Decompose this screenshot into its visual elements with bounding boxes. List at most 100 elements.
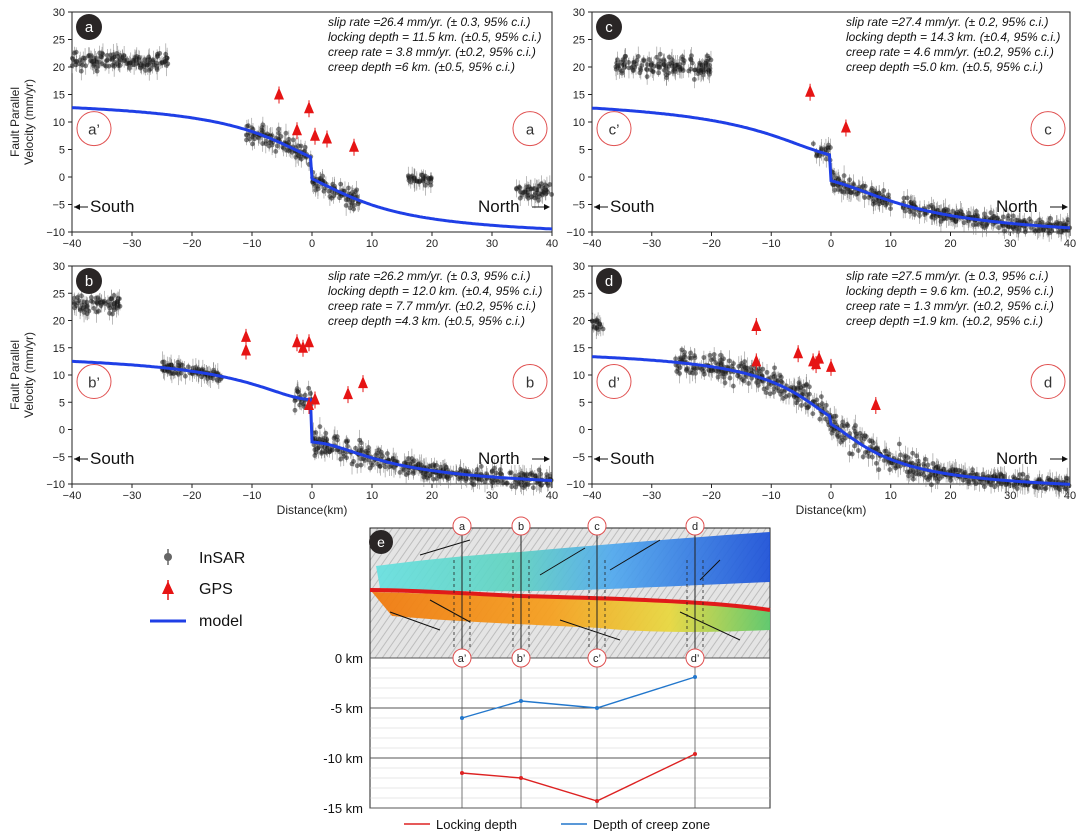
insar-point <box>382 464 388 470</box>
insar-point <box>648 67 654 73</box>
insar-point <box>536 197 541 203</box>
insar-point <box>776 388 781 394</box>
panel-badge <box>596 14 622 40</box>
insar-point <box>910 461 915 466</box>
insar-point <box>929 482 934 488</box>
model-line <box>72 359 553 482</box>
insar-point <box>721 374 727 380</box>
locking-depth-point <box>595 799 599 803</box>
x-tick-label: −40 <box>583 490 602 502</box>
insar-point <box>917 213 922 218</box>
insar-point <box>81 299 87 305</box>
insar-point <box>872 200 878 206</box>
x-axis-label: Distance(km) <box>796 503 867 517</box>
insar-point <box>823 402 829 408</box>
insar-point <box>974 471 980 477</box>
insar-point <box>849 451 855 457</box>
insar-point <box>823 416 828 422</box>
insar-point <box>298 156 304 162</box>
insar-point <box>84 303 90 309</box>
x-tick-label: 10 <box>885 490 897 502</box>
insar-point <box>631 59 637 65</box>
map-profile-top-label: d <box>692 521 698 533</box>
gps-point <box>805 84 816 97</box>
insar-point <box>541 190 547 196</box>
insar-point <box>589 318 595 324</box>
insar-point <box>117 63 123 68</box>
insar-point <box>1056 486 1062 491</box>
legend-gps-label: GPS <box>199 581 233 598</box>
y-tick-label: 5 <box>579 397 585 409</box>
insar-point <box>803 382 809 388</box>
insar-point <box>329 195 334 201</box>
insar-point <box>694 365 700 371</box>
insar-point <box>676 64 682 70</box>
insar-point <box>199 374 204 380</box>
insar-point <box>315 183 321 189</box>
insar-point <box>910 450 916 456</box>
y-axis-label-line1: Fault Parallel <box>8 87 22 157</box>
insar-point <box>1028 219 1034 225</box>
insar-point <box>146 54 152 60</box>
insar-point <box>793 400 799 406</box>
insar-point <box>682 354 688 360</box>
model-annotation: locking depth = 11.5 km. (±0.5, 95% c.i.… <box>328 30 541 44</box>
insar-point <box>78 293 84 299</box>
insar-point <box>692 353 697 359</box>
insar-point <box>907 209 913 215</box>
gps-point <box>793 346 804 359</box>
gps-point <box>840 120 851 133</box>
insar-point <box>970 470 976 476</box>
insar-point <box>351 459 356 464</box>
north-arrow-head <box>544 456 550 462</box>
insar-point <box>844 422 850 427</box>
insar-point <box>130 57 136 63</box>
insar-point <box>1041 227 1047 232</box>
y-tick-label: −10 <box>566 227 585 239</box>
insar-point <box>686 68 692 74</box>
insar-point <box>921 472 927 478</box>
insar-point <box>841 189 846 195</box>
insar-point <box>876 467 882 473</box>
insar-point <box>984 222 990 227</box>
insar-point <box>302 144 308 150</box>
insar-point <box>953 219 959 225</box>
insar-point <box>351 192 357 198</box>
north-arrow-head <box>544 204 550 210</box>
insar-point <box>930 461 936 466</box>
insar-point <box>273 149 279 154</box>
insar-point <box>117 57 123 63</box>
insar-point <box>530 472 535 478</box>
x-tick-label: −20 <box>702 238 721 250</box>
insar-point <box>755 382 761 388</box>
y-axis-label-line2: Velocity (mm/yr) <box>22 79 36 165</box>
insar-point <box>840 419 846 425</box>
gps-point <box>304 397 314 410</box>
insar-point <box>499 472 504 477</box>
insar-point <box>727 375 733 381</box>
panel-a: −40 −30 −20 −10 0 10 20 30 40 −10 −5 0 5 10 15 20 25 30 Fa… <box>8 7 558 250</box>
insar-point <box>623 53 628 59</box>
legend-insar-marker <box>164 553 172 561</box>
insar-point <box>493 470 499 476</box>
y-tick-label: 30 <box>53 7 65 19</box>
insar-point <box>850 181 856 187</box>
panel-badge <box>76 268 102 294</box>
insar-point <box>883 448 889 454</box>
insar-point <box>178 370 184 376</box>
model-line <box>591 106 1070 230</box>
model-annotation: slip rate =26.2 mm/yr. (± 0.3, 95% c.i.) <box>328 269 531 283</box>
insar-point <box>406 175 412 181</box>
north-label: North <box>996 449 1038 468</box>
gps-point <box>826 359 836 372</box>
plot-frame <box>71 265 553 485</box>
insar-point <box>1063 475 1069 481</box>
insar-point <box>945 207 951 213</box>
x-tick-label: −20 <box>702 490 721 502</box>
gps-point <box>241 343 251 356</box>
insar-point <box>317 424 323 430</box>
insar-point <box>298 399 304 405</box>
legend-model-label: model <box>199 613 243 630</box>
insar-point <box>134 54 140 59</box>
panel-badge <box>76 14 102 40</box>
